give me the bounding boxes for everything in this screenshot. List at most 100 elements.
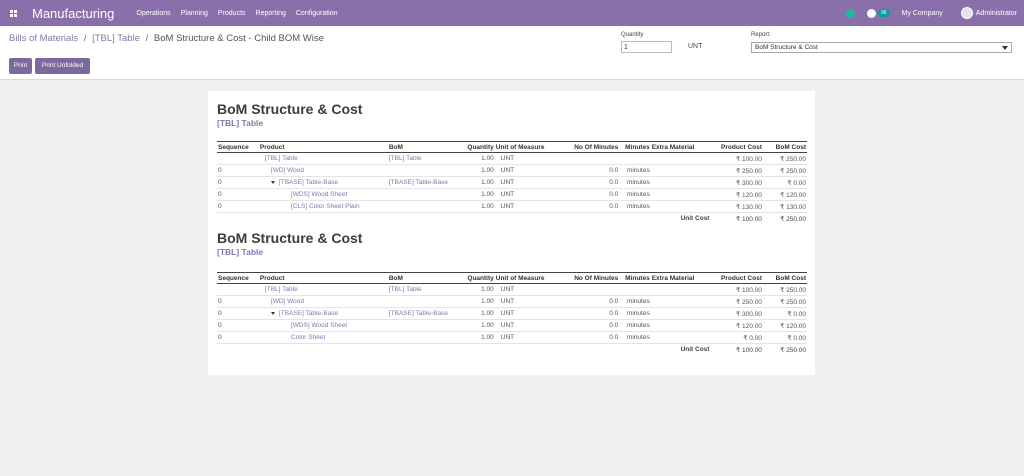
column-header-product: Product: [258, 141, 388, 153]
breadcrumb-table[interactable]: [TBL] Table: [92, 33, 140, 44]
section-subtitle[interactable]: [TBL] Table: [217, 118, 264, 128]
cell-uom: UNT: [494, 200, 548, 213]
product-link[interactable]: [WD] Wood: [270, 298, 305, 305]
column-header-uom: Unit of Measure: [494, 272, 548, 284]
product-link[interactable]: [WDS] Wood Sheet: [290, 191, 348, 198]
bom-link[interactable]: [TBASE] Table-Base: [388, 179, 448, 186]
product-link[interactable]: [TBL] Table: [264, 155, 298, 162]
cell-extra-material: [650, 331, 711, 344]
cell-bom-cost: ₹ 130.00: [762, 200, 807, 213]
empty-cell: [619, 344, 650, 356]
cell-minutes: [619, 152, 651, 165]
bom-link[interactable]: [TBL] Table: [388, 286, 422, 293]
product-link[interactable]: [CLS] Color Sheet Plain: [290, 203, 360, 210]
product-link[interactable]: [WDS] Wood Sheet: [290, 322, 348, 329]
quantity-input[interactable]: 1: [621, 41, 672, 53]
cell-sequence: [217, 283, 259, 296]
empty-cell: [388, 213, 463, 225]
product-link[interactable]: [TBASE] Table-Base: [278, 310, 339, 317]
app-title[interactable]: Manufacturing: [32, 5, 115, 21]
unit-cost-bom: ₹ 250.00: [780, 215, 806, 223]
cell-product-cost: ₹ 130.00: [710, 200, 763, 213]
cell-product: [TBL] Table: [258, 283, 388, 296]
product-link[interactable]: [TBASE] Table-Base: [278, 179, 339, 186]
messages-icon[interactable]: [866, 8, 876, 18]
table-row: [TBL] Table [TBL] Table 1.00 UNT ₹ 100.00 ₹ 2…: [217, 283, 807, 296]
avatar[interactable]: [960, 7, 973, 19]
cell-minutes: minutes: [619, 164, 651, 177]
bom-link[interactable]: [TBASE] Table-Base: [388, 310, 448, 317]
product-link[interactable]: [TBL] Table: [264, 286, 298, 293]
column-header-quantity: Quantity: [463, 272, 495, 284]
empty-cell: [259, 344, 388, 356]
cell-quantity: 1.00: [463, 200, 495, 213]
cell-bom: [TBL] Table: [387, 283, 464, 296]
cell-extra-material: [650, 283, 711, 296]
cell-product: [TBASE] Table-Base: [258, 307, 388, 320]
cell-extra-material: [650, 188, 711, 201]
cell-uom: UNT: [494, 331, 548, 344]
cell-extra-material: [650, 307, 711, 320]
product-link[interactable]: [WD] Wood: [270, 167, 305, 174]
apps-menu-icon[interactable]: [0, 0, 26, 26]
cell-bom-cost: ₹ 250.00: [762, 295, 807, 308]
unit-cost-row: Unit Cost ₹ 100.00 ₹ 250.00: [217, 344, 807, 356]
caret-down-icon[interactable]: [270, 180, 275, 184]
bom-link[interactable]: [TBL] Table: [388, 155, 422, 162]
report-select[interactable]: BoM Structure & Cost: [751, 42, 1012, 53]
cell-sequence: 0: [217, 295, 259, 308]
column-header-quantity: Quantity: [463, 141, 495, 153]
empty-cell: [619, 213, 650, 225]
cell-bom-cost: ₹ 250.00: [762, 164, 807, 177]
unit-cost-label: Unit Cost: [680, 346, 710, 354]
cell-bom: [387, 295, 464, 308]
empty-cell: [259, 213, 388, 225]
column-header-bom-cost: BoM Cost: [762, 272, 807, 284]
empty-cell: [495, 213, 548, 225]
cell-bom-cost: ₹ 120.00: [762, 319, 807, 332]
bom-table-2: Sequence Product BoM Quantity Unit of Measur…: [217, 272, 807, 356]
cell-bom-cost: ₹ 0.00: [762, 331, 807, 344]
cell-quantity: 1.00: [463, 307, 495, 320]
section-title: BoM Structure & Cost: [217, 230, 363, 246]
cell-quantity: 1.00: [463, 176, 495, 189]
activity-icon[interactable]: [845, 8, 855, 18]
table-row: 0 [WDS] Wood Sheet 1.00 UNT 0.0 minutes ₹ 120.…: [217, 319, 807, 332]
bom-table-1: Sequence Product BoM Quantity Unit of Measur…: [217, 141, 807, 225]
cell-minutes: minutes: [619, 188, 651, 201]
print-button[interactable]: Print: [9, 58, 32, 74]
print-unfolded-button[interactable]: Print Unfolded: [35, 58, 90, 74]
breadcrumb-bills-of-materials[interactable]: Bills of Materials: [9, 33, 79, 44]
caret-down-icon[interactable]: [270, 311, 275, 315]
company-switcher[interactable]: My Company: [901, 9, 943, 17]
messages-badge: 96: [877, 9, 890, 17]
cell-no-of-minutes: 0.0: [547, 200, 620, 213]
report-selected-value: BoM Structure & Cost: [755, 44, 818, 51]
cell-no-of-minutes: 0.0: [547, 331, 620, 344]
cell-bom: [TBL] Table: [387, 152, 464, 165]
cell-no-of-minutes: 0.0: [547, 164, 620, 177]
column-header-product-cost: Product Cost: [710, 141, 763, 153]
menu-reporting[interactable]: Reporting: [255, 9, 286, 17]
cell-bom-cost: ₹ 250.00: [762, 152, 807, 165]
menu-planning[interactable]: Planning: [180, 9, 208, 17]
menu-operations[interactable]: Operations: [136, 9, 171, 17]
column-header-bom-cost: BoM Cost: [762, 141, 807, 153]
cell-minutes: minutes: [619, 176, 651, 189]
menu-configuration[interactable]: Configuration: [295, 9, 338, 17]
product-link[interactable]: Color Sheet: [290, 334, 326, 341]
cell-product-cost: ₹ 120.00: [710, 188, 763, 201]
cell-bom: [387, 188, 464, 201]
cell-product-cost: ₹ 250.00: [710, 295, 763, 308]
cell-bom-cost: ₹ 250.00: [762, 283, 807, 296]
menu-products[interactable]: Products: [217, 9, 246, 17]
section-subtitle[interactable]: [TBL] Table: [217, 247, 264, 257]
cell-uom: UNT: [494, 295, 548, 308]
cell-extra-material: [650, 295, 711, 308]
cell-product: [CLS] Color Sheet Plain: [258, 200, 388, 213]
empty-cell: [463, 344, 494, 356]
cell-no-of-minutes: 0.0: [547, 319, 620, 332]
column-header-uom: Unit of Measure: [494, 141, 548, 153]
control-panel: Bills of Materials / [TBL] Table / BoM S…: [0, 26, 1024, 80]
user-menu[interactable]: Administrator: [975, 9, 1017, 17]
